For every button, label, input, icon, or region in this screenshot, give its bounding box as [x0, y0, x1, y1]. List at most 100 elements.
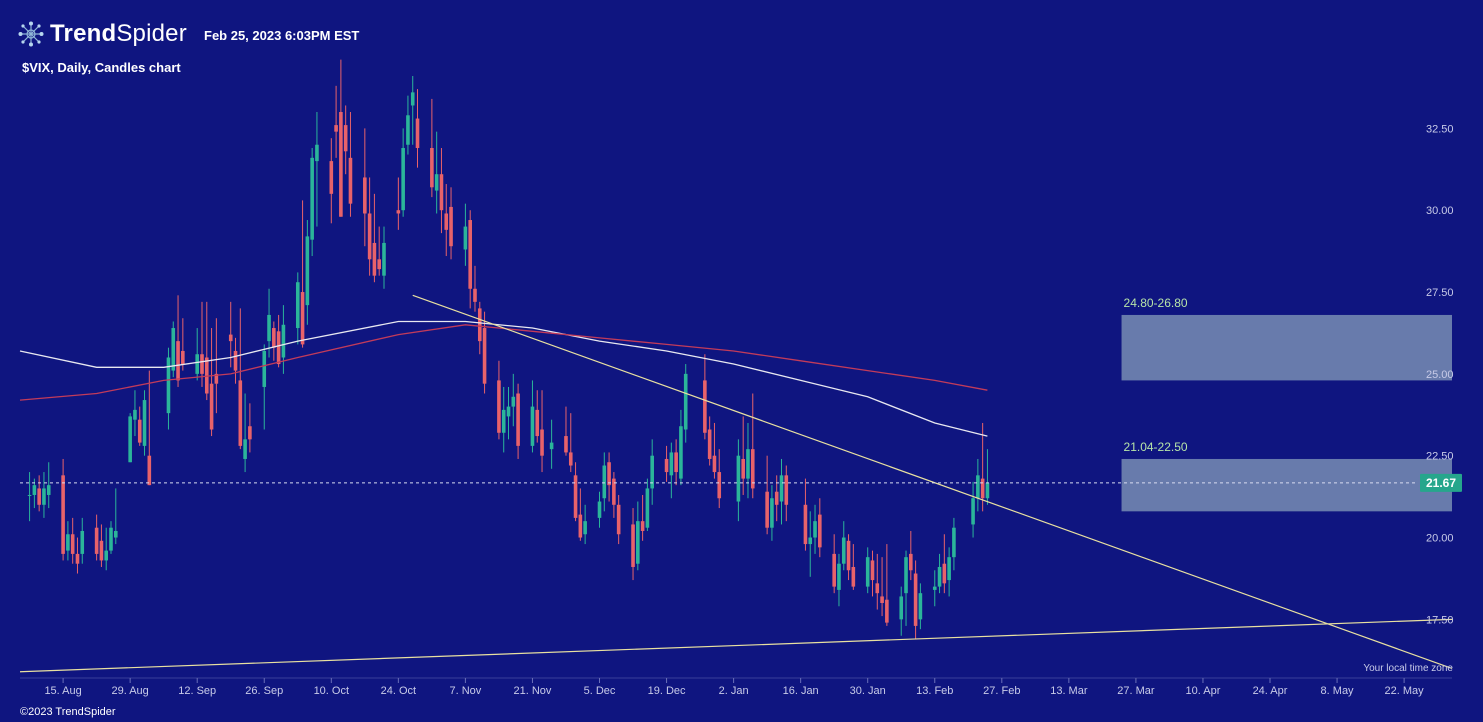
x-tick-label: 13. Feb [916, 685, 953, 697]
candle-body [971, 498, 975, 525]
candle [147, 370, 152, 486]
candle [784, 465, 789, 522]
candle [171, 321, 176, 378]
candle [243, 393, 247, 473]
timezone-note: Your local time zone [1363, 663, 1453, 674]
candle [46, 462, 51, 509]
candle [640, 494, 645, 541]
candle [75, 537, 80, 574]
candle-body [147, 455, 152, 486]
candle [712, 422, 717, 479]
candle [315, 112, 319, 227]
candle [602, 452, 607, 512]
candle [540, 390, 544, 473]
candle-body [506, 406, 511, 417]
candle-body [899, 596, 904, 620]
candle [181, 318, 185, 371]
timestamp: Feb 25, 2023 6:03PM EST [204, 28, 360, 43]
candle [228, 301, 233, 368]
candle [683, 364, 688, 443]
candle [942, 534, 947, 594]
candle-body [846, 540, 851, 571]
candle [128, 413, 132, 463]
candle-body [310, 157, 314, 240]
candle-body [885, 599, 889, 623]
candle-body [602, 465, 607, 499]
candle [612, 472, 616, 518]
candle-body [238, 380, 243, 446]
candle-body [214, 373, 219, 384]
candle [765, 455, 769, 535]
candle-body [583, 521, 587, 535]
candle-body [37, 488, 41, 505]
candle [679, 409, 683, 486]
candle-body [300, 292, 305, 345]
candle-body [932, 586, 937, 590]
candle [214, 318, 219, 414]
candle [932, 570, 937, 607]
candle [348, 112, 353, 217]
candle [200, 301, 204, 387]
candle-body [267, 314, 271, 342]
candle-body [171, 328, 176, 371]
candle-body [295, 282, 300, 329]
candle-body [765, 491, 769, 528]
candle-body [233, 350, 238, 371]
candle [909, 530, 913, 581]
candle-body [329, 161, 334, 194]
candle-body [597, 501, 602, 518]
trendspider-logo-icon [18, 21, 44, 47]
candle [707, 416, 712, 466]
candle-body [272, 328, 276, 348]
candle-body [808, 537, 813, 545]
candle-body [841, 537, 846, 564]
candle [396, 177, 401, 230]
candle-body [113, 530, 118, 538]
moving-average-line [19, 324, 988, 401]
candle-body [104, 550, 109, 561]
x-tick-label: 27. Mar [1117, 685, 1155, 697]
candle [367, 177, 372, 276]
x-tick-label: 8. May [1321, 685, 1355, 697]
candle-body [937, 566, 942, 587]
candle-body [363, 177, 367, 214]
candle [133, 390, 137, 437]
candle-body [985, 482, 990, 499]
candle [636, 501, 640, 571]
x-tick-label: 27. Feb [983, 685, 1020, 697]
candle-body [305, 236, 310, 306]
candle [607, 452, 611, 502]
candle-body [909, 553, 913, 571]
candle-body [942, 563, 947, 584]
candle-body [707, 429, 712, 459]
candle-body [703, 380, 707, 433]
candle-body [746, 449, 750, 479]
candle-body [880, 596, 884, 603]
candle-body [549, 442, 554, 450]
x-tick-label: 15. Aug [44, 685, 81, 697]
candle-body [99, 540, 104, 561]
candle-body [482, 328, 487, 384]
candle-body [200, 354, 204, 374]
candle [947, 547, 951, 597]
candle-body [568, 452, 573, 466]
candle [32, 478, 37, 509]
candle-body [468, 220, 472, 289]
candle-body [664, 458, 669, 473]
candle-body [61, 475, 65, 554]
candle [248, 403, 252, 453]
candle [272, 321, 276, 361]
candle [233, 337, 238, 384]
y-tick-label: 22.50 [1426, 451, 1454, 463]
candle [434, 131, 439, 214]
candle-body [128, 416, 132, 463]
candle [818, 498, 822, 558]
candle [415, 89, 420, 168]
candle [779, 458, 784, 525]
candle-body [142, 400, 147, 446]
candle [305, 220, 310, 325]
candle-body [80, 530, 85, 554]
candle [846, 534, 851, 581]
